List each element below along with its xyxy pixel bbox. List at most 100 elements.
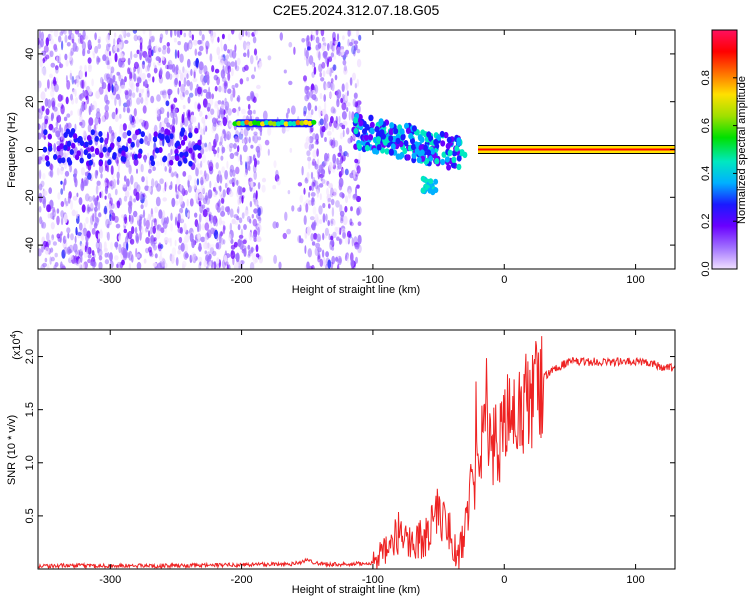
noise-blob	[190, 68, 193, 77]
noise-blob	[120, 62, 125, 68]
noise-blob	[92, 213, 95, 222]
noise-blob	[309, 216, 315, 221]
signal-blob	[175, 140, 181, 147]
noise-blob	[197, 51, 202, 56]
noise-blob	[123, 228, 128, 234]
band-dot	[295, 120, 301, 126]
noise-blob	[56, 233, 61, 239]
signal-blob	[414, 148, 420, 155]
noise-blob	[353, 40, 359, 45]
noise-blob	[84, 64, 87, 73]
band-dot	[287, 120, 293, 127]
noise-blob	[332, 188, 338, 197]
y-tick-label: -40	[24, 237, 36, 253]
noise-blob	[110, 165, 114, 176]
noise-blob	[319, 118, 324, 126]
noise-blob	[145, 92, 148, 102]
noise-blob	[120, 78, 124, 86]
noise-blob	[310, 233, 314, 242]
signal-blob	[53, 154, 58, 160]
signal-blob	[384, 148, 390, 155]
noise-blob	[96, 55, 100, 65]
noise-blob	[50, 222, 55, 230]
noise-blob	[88, 196, 93, 202]
noise-blob	[124, 76, 127, 83]
noise-blob	[87, 49, 91, 54]
noise-blob	[197, 104, 201, 110]
noise-blob	[335, 122, 340, 130]
noise-blob	[308, 143, 313, 152]
noise-blob	[86, 246, 90, 255]
noise-blob	[171, 254, 175, 264]
noise-blob	[310, 109, 314, 116]
noise-blob	[74, 123, 77, 132]
noise-blob	[334, 40, 338, 45]
noise-blob	[39, 53, 43, 59]
noise-blob	[200, 160, 203, 168]
signal-blob	[428, 155, 434, 162]
snr-line	[38, 336, 675, 569]
signal-blob	[177, 160, 182, 167]
signal-blob	[363, 134, 369, 141]
x-tick-label: -300	[99, 274, 121, 286]
noise-blob	[351, 45, 356, 55]
noise-blob	[279, 32, 283, 41]
signal-blob	[405, 154, 411, 161]
noise-blob	[304, 245, 307, 254]
noise-blob	[198, 192, 204, 202]
noise-blob	[157, 262, 162, 269]
signal-blob	[402, 147, 408, 155]
noise-blob	[57, 192, 61, 200]
noise-blob	[154, 253, 158, 259]
noise-blob	[50, 256, 55, 262]
noise-blob	[258, 60, 263, 68]
signal-blob	[443, 131, 449, 139]
noise-blob	[222, 224, 225, 235]
noise-blob	[322, 162, 326, 168]
noise-blob	[83, 89, 89, 99]
noise-blob	[344, 235, 349, 245]
band-dot	[240, 120, 246, 126]
noise-blob	[338, 257, 342, 264]
noise-blob	[60, 231, 63, 236]
noise-blob	[337, 152, 342, 157]
noise-blob	[142, 60, 145, 65]
noise-blob	[179, 72, 184, 81]
noise-blob	[223, 43, 228, 52]
noise-blob	[217, 201, 220, 208]
noise-blob	[102, 54, 107, 62]
noise-blob	[206, 76, 210, 86]
noise-blob	[145, 227, 149, 233]
signal-blob	[440, 158, 446, 166]
noise-blob	[306, 56, 309, 67]
noise-blob	[174, 200, 179, 206]
noise-blob	[305, 136, 311, 145]
noise-blob	[114, 255, 119, 261]
noise-blob	[273, 160, 277, 169]
y-tick-label: 40	[24, 48, 36, 60]
noise-blob	[146, 152, 150, 158]
noise-blob	[220, 197, 225, 204]
noise-blob	[293, 46, 296, 55]
noise-blob	[105, 165, 108, 172]
noise-blob	[52, 206, 56, 213]
noise-blob	[358, 152, 361, 163]
noise-blob	[234, 44, 237, 53]
signal-blob	[426, 149, 431, 156]
noise-blob	[191, 252, 197, 262]
noise-blob	[356, 104, 361, 114]
noise-blob	[52, 209, 57, 218]
noise-blob	[63, 213, 68, 224]
noise-blob	[356, 58, 362, 68]
noise-blob	[184, 234, 190, 243]
noise-blob	[198, 61, 204, 71]
colorbar: 0.0 0.2 0.4 0.6 0.8 Normalized spectral ampl…	[700, 29, 748, 277]
noise-blob	[176, 176, 181, 187]
noise-blob	[177, 227, 183, 234]
noise-blob	[132, 30, 138, 34]
noise-blob	[245, 31, 248, 36]
signal-blob	[44, 155, 50, 162]
noise-blob	[38, 132, 42, 140]
noise-blob	[212, 250, 217, 257]
noise-blob	[229, 122, 234, 128]
